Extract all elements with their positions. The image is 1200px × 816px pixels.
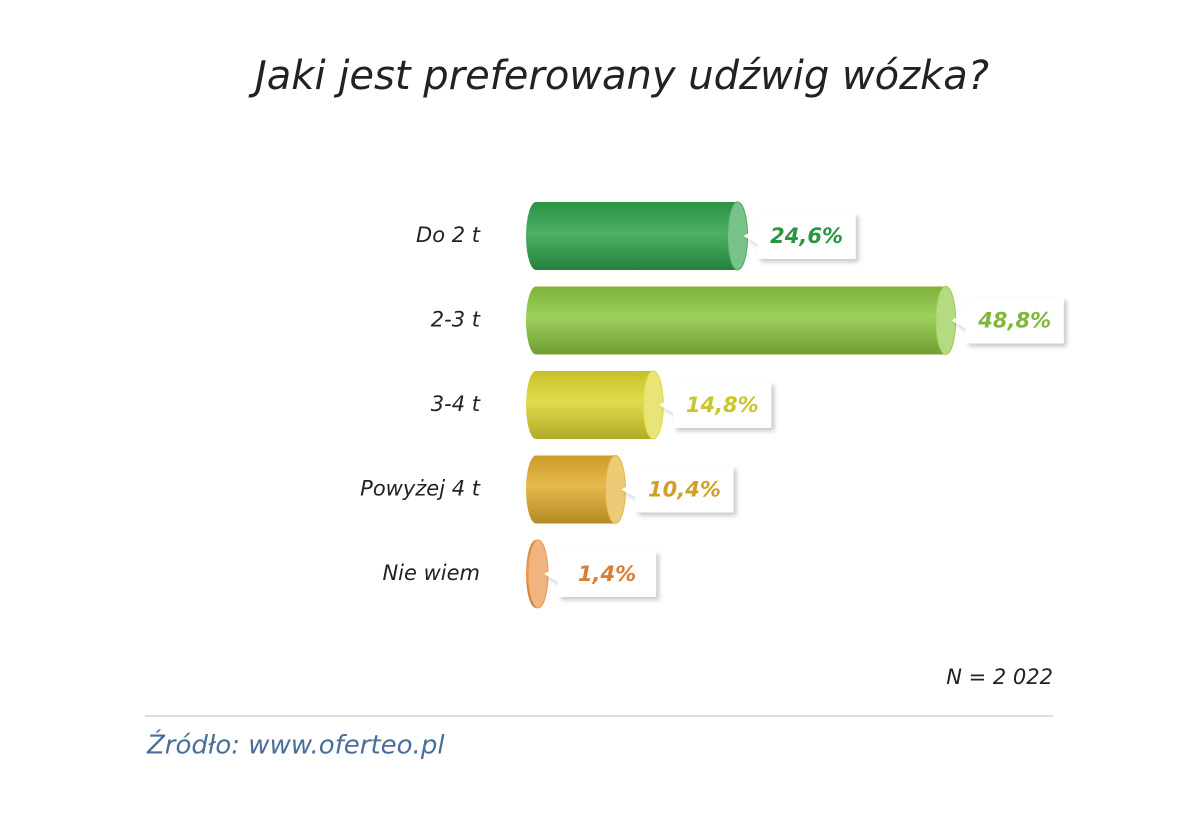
sample-note: N = 2 022 — [946, 665, 1053, 689]
bar — [526, 286, 946, 355]
value-label: 1,4% — [578, 562, 636, 586]
callout — [621, 466, 734, 513]
source: Źródło: www.oferteo.pl — [146, 729, 445, 761]
category-label: Nie wiem — [382, 561, 480, 585]
category-label: 2-3 t — [431, 308, 481, 332]
category-label: 3-4 t — [431, 392, 481, 416]
category-label: Powyżej 4 t — [360, 477, 481, 501]
callout — [659, 382, 772, 428]
bar — [526, 371, 654, 439]
value-label: 14,8% — [686, 393, 759, 417]
chart-title: Jaki jest preferowany udźwig wózka? — [248, 53, 989, 99]
value-label: 24,6% — [770, 224, 843, 248]
value-label: 10,4% — [648, 478, 721, 502]
category-label: Do 2 t — [416, 223, 481, 247]
bar — [526, 455, 616, 524]
value-label: 48,8% — [977, 309, 1051, 333]
bar — [526, 202, 738, 270]
callout — [951, 297, 1064, 344]
callout — [544, 551, 657, 597]
callout — [743, 213, 856, 259]
